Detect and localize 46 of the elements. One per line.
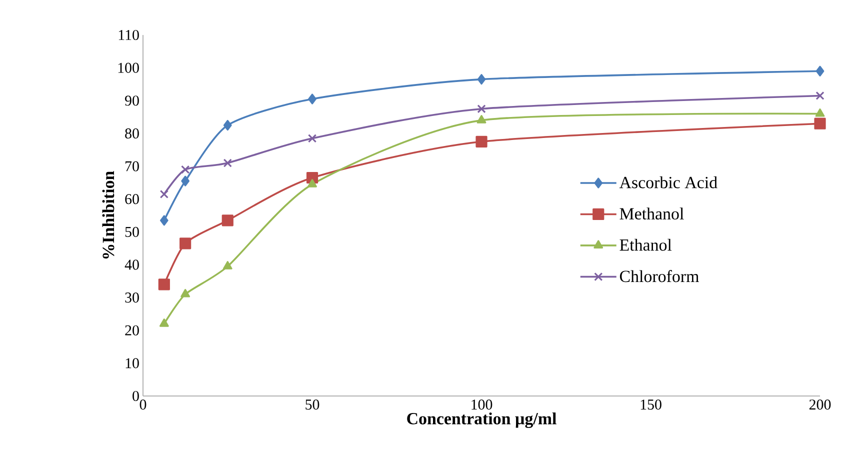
legend-label: Methanol [620, 208, 684, 220]
x-tick-label: 0 [140, 400, 146, 410]
y-tick-label: 90 [125, 96, 139, 106]
legend-label: Ascorbic Acid [619, 176, 718, 188]
point [180, 238, 192, 250]
y-tick-label: 40 [124, 260, 139, 270]
point [816, 91, 824, 100]
point [160, 190, 168, 199]
x-tick-label: 50 [306, 400, 320, 410]
point [815, 108, 825, 117]
point [223, 158, 232, 168]
point [477, 74, 486, 85]
point [222, 214, 234, 226]
y-tick-label: 70 [126, 161, 139, 172]
y-tick-label: 50 [125, 226, 139, 237]
point [476, 136, 488, 148]
point [181, 176, 190, 186]
y-tick-label: 110 [118, 30, 139, 40]
point [222, 261, 232, 270]
point [160, 215, 168, 226]
point [180, 165, 190, 174]
x-tick-label: 200 [809, 400, 831, 410]
point [476, 115, 486, 124]
y-axis-title: %Inhibition [102, 171, 114, 258]
point [180, 288, 190, 298]
point [308, 179, 317, 188]
point [477, 104, 486, 114]
legend-label: Chloroform [620, 270, 699, 282]
x-tick-label: 150 [640, 400, 662, 410]
x-tick-label: 100 [472, 400, 492, 410]
legend-label: Ethanol [620, 238, 672, 251]
point [158, 278, 170, 290]
point [814, 118, 826, 130]
y-tick-label: 0 [132, 390, 139, 402]
point [816, 66, 824, 76]
y-tick-label: 60 [125, 194, 139, 204]
point [223, 120, 232, 131]
point [308, 134, 317, 143]
y-tick-label: 10 [126, 358, 139, 368]
x-axis-title: Concentration µg/ml [407, 412, 556, 428]
y-tick-label: 100 [118, 62, 139, 73]
y-tick-label: 20 [125, 325, 139, 336]
y-tick-label: 30 [125, 292, 139, 303]
point [308, 94, 316, 104]
point [159, 318, 169, 327]
y-tick-label: 80 [125, 128, 139, 138]
